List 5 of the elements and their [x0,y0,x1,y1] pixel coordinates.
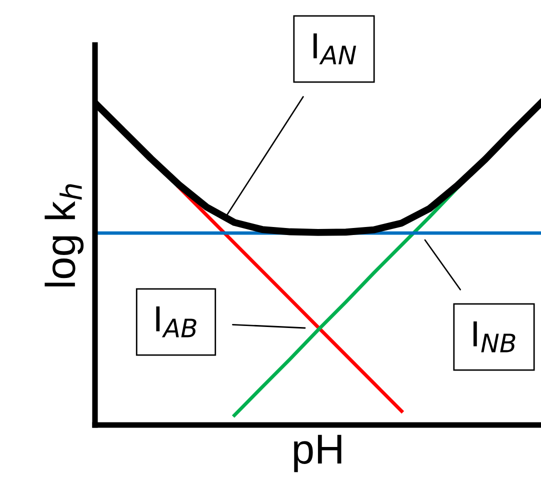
x-axis-title: pH [294,434,342,472]
y-axis-title: log k$_{h}$ [44,184,84,286]
annotation: I$_{NB}$ [474,321,516,352]
annotation: I$_{AB}$ [156,306,196,338]
text: I$_{AN}$ [314,33,356,64]
